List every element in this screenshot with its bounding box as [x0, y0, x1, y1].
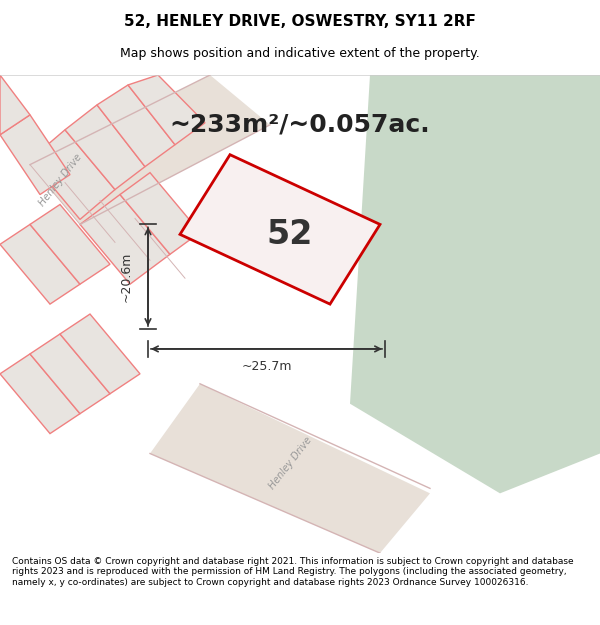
Polygon shape	[30, 75, 270, 224]
Polygon shape	[0, 115, 70, 194]
Text: ~25.7m: ~25.7m	[241, 361, 292, 373]
Polygon shape	[150, 384, 430, 553]
Polygon shape	[65, 105, 145, 189]
Text: ~233m²/~0.057ac.: ~233m²/~0.057ac.	[170, 112, 430, 137]
Polygon shape	[97, 85, 175, 167]
Polygon shape	[0, 75, 30, 135]
Text: 52, HENLEY DRIVE, OSWESTRY, SY11 2RF: 52, HENLEY DRIVE, OSWESTRY, SY11 2RF	[124, 14, 476, 29]
Text: Map shows position and indicative extent of the property.: Map shows position and indicative extent…	[120, 48, 480, 61]
Polygon shape	[30, 130, 115, 219]
Polygon shape	[30, 204, 110, 284]
Polygon shape	[0, 354, 80, 434]
Polygon shape	[30, 334, 110, 414]
Polygon shape	[120, 173, 200, 254]
Text: ~20.6m: ~20.6m	[119, 251, 133, 302]
Polygon shape	[80, 194, 170, 284]
Polygon shape	[0, 224, 80, 304]
Polygon shape	[60, 314, 140, 394]
Text: 52: 52	[267, 218, 313, 251]
Polygon shape	[128, 75, 205, 145]
Text: Henley Drive: Henley Drive	[266, 436, 313, 491]
Text: Henley Drive: Henley Drive	[37, 152, 83, 208]
Text: Contains OS data © Crown copyright and database right 2021. This information is : Contains OS data © Crown copyright and d…	[12, 557, 574, 586]
Polygon shape	[180, 154, 380, 304]
Polygon shape	[350, 75, 600, 493]
